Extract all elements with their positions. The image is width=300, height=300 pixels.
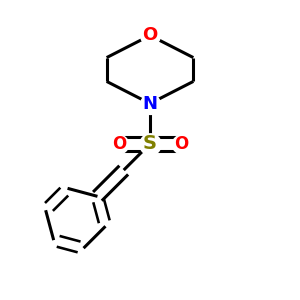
Text: O: O: [174, 135, 188, 153]
Text: N: N: [142, 94, 158, 112]
Text: O: O: [142, 26, 158, 44]
Text: O: O: [112, 135, 126, 153]
Text: S: S: [143, 134, 157, 153]
